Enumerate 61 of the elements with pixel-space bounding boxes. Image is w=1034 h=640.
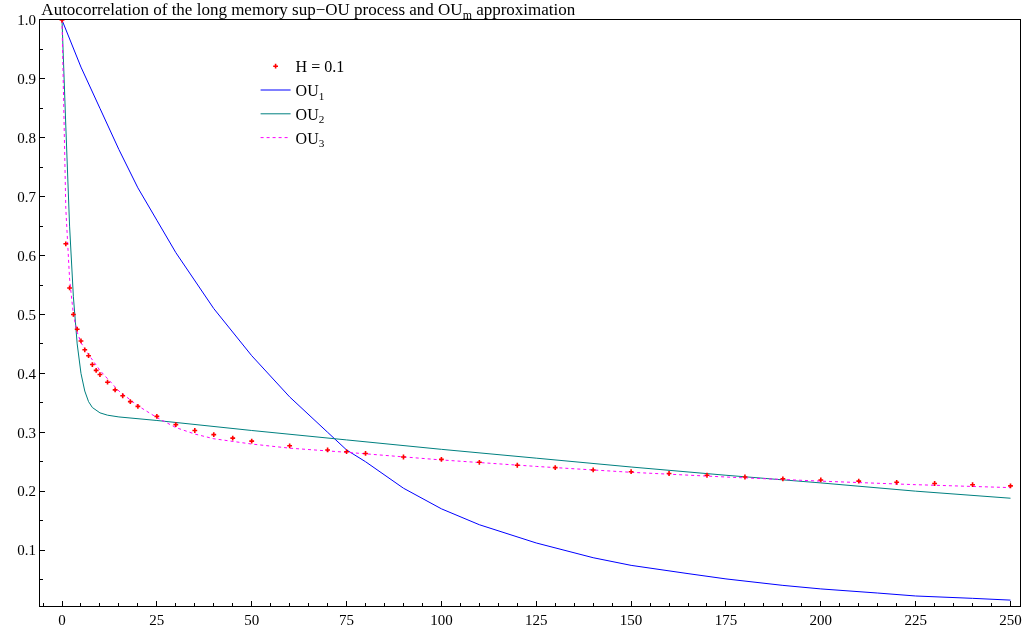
x-tick-label: 225: [904, 612, 927, 628]
x-tick-label: 0: [58, 612, 66, 628]
point: [780, 476, 786, 482]
point: [401, 454, 406, 460]
point: [97, 372, 103, 377]
point: [344, 449, 349, 455]
point: [211, 432, 217, 438]
y-tick-label: 0.7: [17, 188, 37, 205]
y-tick-label: 0.2: [17, 483, 36, 500]
point: [552, 465, 558, 470]
point: [249, 438, 255, 444]
point: [86, 353, 91, 359]
y-tick-label: 0.6: [17, 247, 37, 264]
point: [590, 467, 596, 473]
legend-label: OU$_{2}$: [295, 106, 325, 126]
point: [514, 462, 520, 468]
point: [82, 347, 88, 353]
x-tick-label: 100: [430, 612, 453, 628]
point: [120, 393, 126, 399]
y-tick-label: 0.1: [17, 542, 36, 559]
x-tick-label: 200: [809, 612, 833, 628]
legend-label: OU$_{3}$: [295, 129, 325, 150]
x-tick-label: 175: [714, 612, 738, 628]
point: [476, 459, 482, 465]
point: [287, 443, 293, 449]
legend-label: H = 0.1: [295, 58, 345, 76]
y-tick-label: 1.0: [17, 12, 36, 29]
point: [856, 478, 862, 484]
x-tick-label: 125: [525, 612, 548, 628]
point: [135, 403, 141, 409]
point: [105, 379, 110, 385]
point: [154, 413, 160, 419]
point: [67, 285, 72, 291]
point: [63, 241, 69, 247]
x-tick-label: 250: [999, 612, 1022, 628]
y-tick-label: 0.5: [17, 306, 36, 323]
point: [74, 326, 80, 332]
x-tick-label: 50: [244, 612, 260, 628]
point: [704, 472, 710, 478]
line-series: [61, 20, 1012, 601]
y-tick-label: 0.3: [17, 424, 36, 441]
point: [742, 474, 748, 480]
point: [78, 338, 84, 344]
point: [818, 477, 824, 483]
y-tick-label: 0.8: [17, 130, 36, 147]
point: [325, 447, 330, 453]
y-tick-label: 0.4: [17, 365, 37, 382]
point: [112, 387, 118, 393]
chart-title: Autocorrelation of the long memory sup−OU process and OU$_{m}$ approximation: [41, 0, 576, 22]
x-tick-label: 150: [619, 612, 643, 628]
point: [1008, 483, 1013, 489]
x-tick-label: 25: [149, 612, 165, 628]
point: [192, 428, 198, 433]
point: [666, 471, 672, 476]
point: [173, 422, 179, 428]
point: [230, 435, 236, 441]
y-tick-label: 0.9: [17, 71, 36, 88]
x-tick-label: 75: [339, 612, 355, 628]
point: [93, 368, 99, 373]
legend-label: OU$_{1}$: [295, 82, 325, 102]
point: [628, 469, 634, 475]
